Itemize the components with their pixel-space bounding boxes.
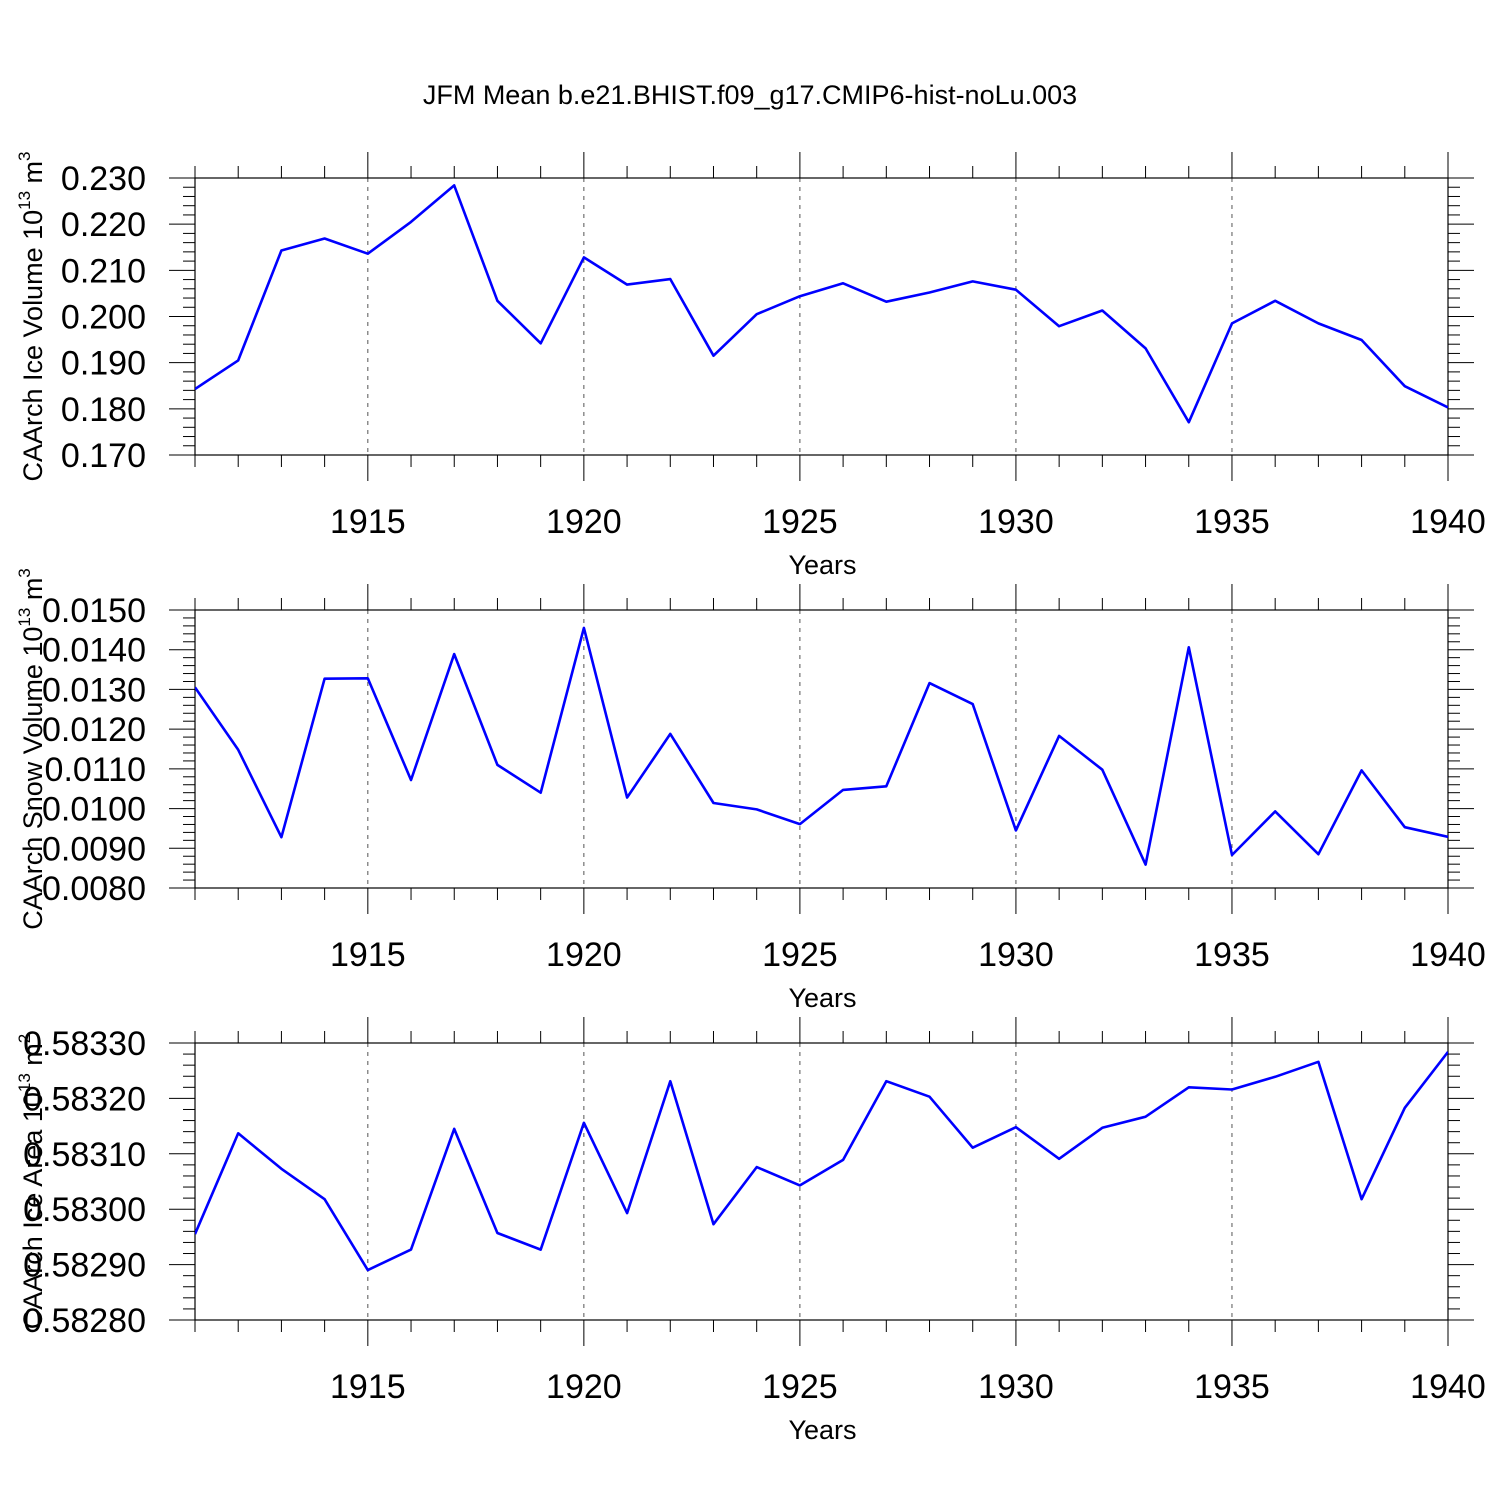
x-axis-label: Years xyxy=(788,550,856,580)
x-tick-label: 1930 xyxy=(978,936,1054,974)
x-tick-label: 1920 xyxy=(546,503,622,541)
x-axis-label: Years xyxy=(788,1415,856,1445)
y-tick-label: 0.0090 xyxy=(42,830,146,868)
y-tick-label: 0.200 xyxy=(61,299,146,337)
y-tick-label: 0.190 xyxy=(61,345,146,383)
x-tick-label: 1940 xyxy=(1410,1368,1486,1406)
y-tick-label: 0.58310 xyxy=(23,1136,146,1174)
y-tick-label: 0.180 xyxy=(61,391,146,429)
x-tick-label: 1920 xyxy=(546,936,622,974)
y-tick-label: 0.170 xyxy=(61,437,146,475)
y-tick-label: 0.58280 xyxy=(23,1302,146,1340)
y-axis-label: CAArch Snow Volume 1013 m3 xyxy=(15,568,48,930)
chart-panel-2: 1915 1920 1925 1930 1935 1940 Years 0.00800.009… xyxy=(15,568,1486,1013)
y-tick-label: 0.0110 xyxy=(45,751,146,789)
data-series-line xyxy=(195,626,1448,866)
y-tick-label: 0.0140 xyxy=(42,632,146,670)
x-axis-label: Years xyxy=(788,983,856,1013)
y-tick-label: 0.0120 xyxy=(42,711,146,749)
y-axis-label: CAArch Ice Volume 1013 m3 xyxy=(15,151,48,481)
y-tick-label: 0.210 xyxy=(61,252,146,290)
x-tick-label: 1940 xyxy=(1410,503,1486,541)
x-tick-label: 1915 xyxy=(330,503,406,541)
x-tick-label: 1935 xyxy=(1194,936,1270,974)
x-tick-label: 1940 xyxy=(1410,936,1486,974)
y-tick-label: 0.58320 xyxy=(23,1080,146,1118)
x-tick-label: 1915 xyxy=(330,936,406,974)
y-tick-label: 0.0130 xyxy=(42,671,146,709)
plot-frame xyxy=(194,1042,1449,1321)
x-tick-label: 1925 xyxy=(762,503,838,541)
y-tick-label: 0.58330 xyxy=(23,1025,146,1063)
y-tick-label: 0.58290 xyxy=(23,1247,146,1285)
y-tick-label: 0.220 xyxy=(61,206,146,244)
x-tick-label: 1920 xyxy=(546,1368,622,1406)
y-tick-label: 0.230 xyxy=(61,160,146,198)
data-series-line xyxy=(195,184,1448,424)
x-tick-label: 1935 xyxy=(1194,503,1270,541)
x-tick-label: 1930 xyxy=(978,503,1054,541)
y-tick-label: 0.0080 xyxy=(42,870,146,908)
y-tick-label: 0.0150 xyxy=(42,592,146,630)
y-tick-label: 0.58300 xyxy=(23,1191,146,1229)
x-tick-label: 1925 xyxy=(762,1368,838,1406)
chart-panel-3: 1915 1920 1925 1930 1935 1940 Years 0.58280 0.58… xyxy=(15,1017,1486,1445)
x-tick-label: 1935 xyxy=(1194,1368,1270,1406)
plot-frame xyxy=(194,609,1449,889)
x-tick-label: 1930 xyxy=(978,1368,1054,1406)
y-axis-label: CAArch Ice Area 1013 m2 xyxy=(15,1034,48,1330)
chart-panel-1: 1915 1920 1925 1930 1935 1940 Years 0.170 0.180 0… xyxy=(15,151,1486,580)
x-tick-label: 1925 xyxy=(762,936,838,974)
data-series-line xyxy=(195,1051,1448,1272)
figure-title: JFM Mean b.e21.BHIST.f09_g17.CMIP6-hist-… xyxy=(423,80,1077,110)
y-tick-label: 0.0100 xyxy=(42,791,146,829)
x-tick-label: 1915 xyxy=(330,1368,406,1406)
plot-frame xyxy=(194,177,1449,456)
